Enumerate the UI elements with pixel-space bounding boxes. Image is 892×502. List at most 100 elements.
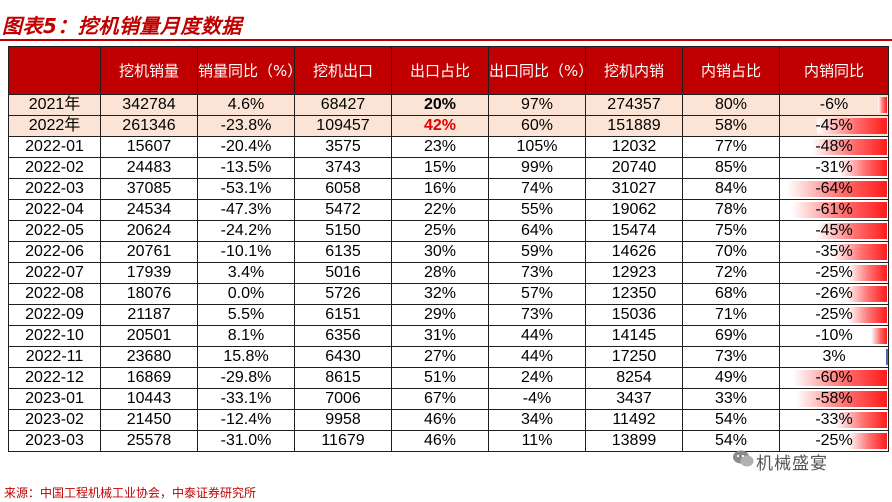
cell-export: 5016 bbox=[294, 262, 392, 284]
cell-period: 2022-01 bbox=[8, 136, 101, 158]
source-note: 来源：中国工程机械工业协会，中泰证券研究所 bbox=[4, 486, 257, 500]
cell-period: 2022-05 bbox=[8, 220, 101, 242]
cell-domestic: 15474 bbox=[585, 220, 683, 242]
cell-domestic: 31027 bbox=[585, 178, 683, 200]
table-row: 2022-08 18076 0.0% 5726 32% 57% 12350 68% -26% bbox=[8, 283, 889, 305]
cell-export-share: 28% bbox=[391, 262, 489, 284]
cell-period: 2022年 bbox=[8, 115, 101, 137]
domestic-yoy-bar bbox=[871, 328, 887, 344]
excavator-sales-table: 挖机销量 销量同比（%） 挖机出口 出口占比 出口同比（%） 挖机内销 内销占比 内销同比 2… bbox=[8, 46, 889, 452]
cell-export: 6151 bbox=[294, 304, 392, 326]
cell-sales-yoy: -31.0% bbox=[197, 430, 295, 452]
cell-export: 5150 bbox=[294, 220, 392, 242]
column-header: 内销同比 bbox=[779, 46, 889, 95]
cell-domestic-yoy: 3% bbox=[779, 346, 889, 368]
domestic-yoy-value: -6% bbox=[819, 96, 849, 113]
cell-export-share: 22% bbox=[391, 199, 489, 221]
domestic-yoy-bar bbox=[793, 370, 887, 386]
cell-sales: 21187 bbox=[100, 304, 198, 326]
cell-period: 2022-04 bbox=[8, 199, 101, 221]
domestic-yoy-value: -64% bbox=[815, 180, 853, 197]
cell-domestic-yoy: -10% bbox=[779, 325, 889, 347]
cell-export-share: 15% bbox=[391, 157, 489, 179]
cell-domestic-yoy: -61% bbox=[779, 199, 889, 221]
table-header-row: 挖机销量 销量同比（%） 挖机出口 出口占比 出口同比（%） 挖机内销 内销占比 内销同比 bbox=[8, 46, 889, 95]
cell-export-share: 46% bbox=[391, 430, 489, 452]
domestic-yoy-bar bbox=[886, 349, 888, 365]
domestic-yoy-bar bbox=[812, 139, 887, 155]
cell-domestic: 12350 bbox=[585, 283, 683, 305]
cell-sales: 15607 bbox=[100, 136, 198, 158]
column-header: 挖机内销 bbox=[585, 46, 683, 95]
cell-export-share: 32% bbox=[391, 283, 489, 305]
cell-sales: 342784 bbox=[100, 94, 198, 116]
cell-sales: 23680 bbox=[100, 346, 198, 368]
cell-sales: 17939 bbox=[100, 262, 198, 284]
column-header bbox=[8, 46, 101, 95]
table-row: 2022-06 20761 -10.1% 6135 30% 59% 14626 70% -35% bbox=[8, 241, 889, 263]
cell-export-share: 30% bbox=[391, 241, 489, 263]
domestic-yoy-value: -60% bbox=[815, 369, 853, 386]
cell-export-share: 67% bbox=[391, 388, 489, 410]
page-title: 图表5：挖机销量月度数据 bbox=[2, 14, 242, 38]
cell-period: 2023-01 bbox=[8, 388, 101, 410]
cell-period: 2022-12 bbox=[8, 367, 101, 389]
cell-domestic-share: 78% bbox=[682, 199, 780, 221]
table-row: 2022年 261346 -23.8% 109457 42% 60% 151889 58% -4… bbox=[8, 115, 889, 137]
cell-sales: 25578 bbox=[100, 430, 198, 452]
cell-period: 2022-10 bbox=[8, 325, 101, 347]
cell-domestic-share: 68% bbox=[682, 283, 780, 305]
cell-sales-yoy: 5.5% bbox=[197, 304, 295, 326]
cell-export: 6058 bbox=[294, 178, 392, 200]
cell-sales-yoy: -13.5% bbox=[197, 157, 295, 179]
cell-export: 6430 bbox=[294, 346, 392, 368]
cell-sales: 16869 bbox=[100, 367, 198, 389]
cell-export: 68427 bbox=[294, 94, 392, 116]
cell-export: 6356 bbox=[294, 325, 392, 347]
cell-export-yoy: 57% bbox=[488, 283, 586, 305]
cell-domestic-share: 73% bbox=[682, 346, 780, 368]
cell-export-share: 23% bbox=[391, 136, 489, 158]
cell-domestic-share: 69% bbox=[682, 325, 780, 347]
cell-export-share: 42% bbox=[391, 115, 489, 137]
domestic-yoy-value: -45% bbox=[815, 117, 853, 134]
domestic-yoy-value: -10% bbox=[815, 327, 853, 344]
cell-export: 8615 bbox=[294, 367, 392, 389]
title-divider bbox=[0, 39, 892, 41]
cell-export-yoy: 99% bbox=[488, 157, 586, 179]
cell-sales-yoy: 8.1% bbox=[197, 325, 295, 347]
cell-export-yoy: 60% bbox=[488, 115, 586, 137]
domestic-yoy-bar bbox=[817, 223, 887, 239]
cell-domestic-yoy: -33% bbox=[779, 409, 889, 431]
cell-export: 7006 bbox=[294, 388, 392, 410]
domestic-yoy-bar bbox=[817, 118, 887, 134]
cell-export-yoy: 55% bbox=[488, 199, 586, 221]
chat-bubble-icon bbox=[733, 450, 754, 467]
domestic-yoy-value: -48% bbox=[815, 138, 853, 155]
cell-domestic-yoy: -31% bbox=[779, 157, 889, 179]
cell-domestic-yoy: -25% bbox=[779, 430, 889, 452]
cell-export-yoy: 64% bbox=[488, 220, 586, 242]
table-row: 2021年 342784 4.6% 68427 20% 97% 274357 80% -6% bbox=[8, 94, 889, 116]
table-row: 2022-01 15607 -20.4% 3575 23% 105% 12032 77% -48… bbox=[8, 136, 889, 158]
cell-domestic: 274357 bbox=[585, 94, 683, 116]
cell-period: 2023-03 bbox=[8, 430, 101, 452]
cell-export-share: 25% bbox=[391, 220, 489, 242]
cell-sales: 20761 bbox=[100, 241, 198, 263]
domestic-yoy-value: -61% bbox=[815, 201, 853, 218]
cell-sales-yoy: -24.2% bbox=[197, 220, 295, 242]
domestic-yoy-value: -25% bbox=[815, 264, 853, 281]
cell-export: 5726 bbox=[294, 283, 392, 305]
cell-domestic-share: 85% bbox=[682, 157, 780, 179]
table-row: 2022-07 17939 3.4% 5016 28% 73% 12923 72% -25% bbox=[8, 262, 889, 284]
cell-period: 2022-09 bbox=[8, 304, 101, 326]
cell-export: 3575 bbox=[294, 136, 392, 158]
cell-export-share: 20% bbox=[391, 94, 489, 116]
domestic-yoy-value: -58% bbox=[815, 390, 853, 407]
cell-period: 2021年 bbox=[8, 94, 101, 116]
cell-sales-yoy: -23.8% bbox=[197, 115, 295, 137]
column-header: 出口同比（%） bbox=[488, 46, 586, 95]
cell-period: 2022-02 bbox=[8, 157, 101, 179]
cell-sales: 261346 bbox=[100, 115, 198, 137]
cell-domestic-share: 33% bbox=[682, 388, 780, 410]
